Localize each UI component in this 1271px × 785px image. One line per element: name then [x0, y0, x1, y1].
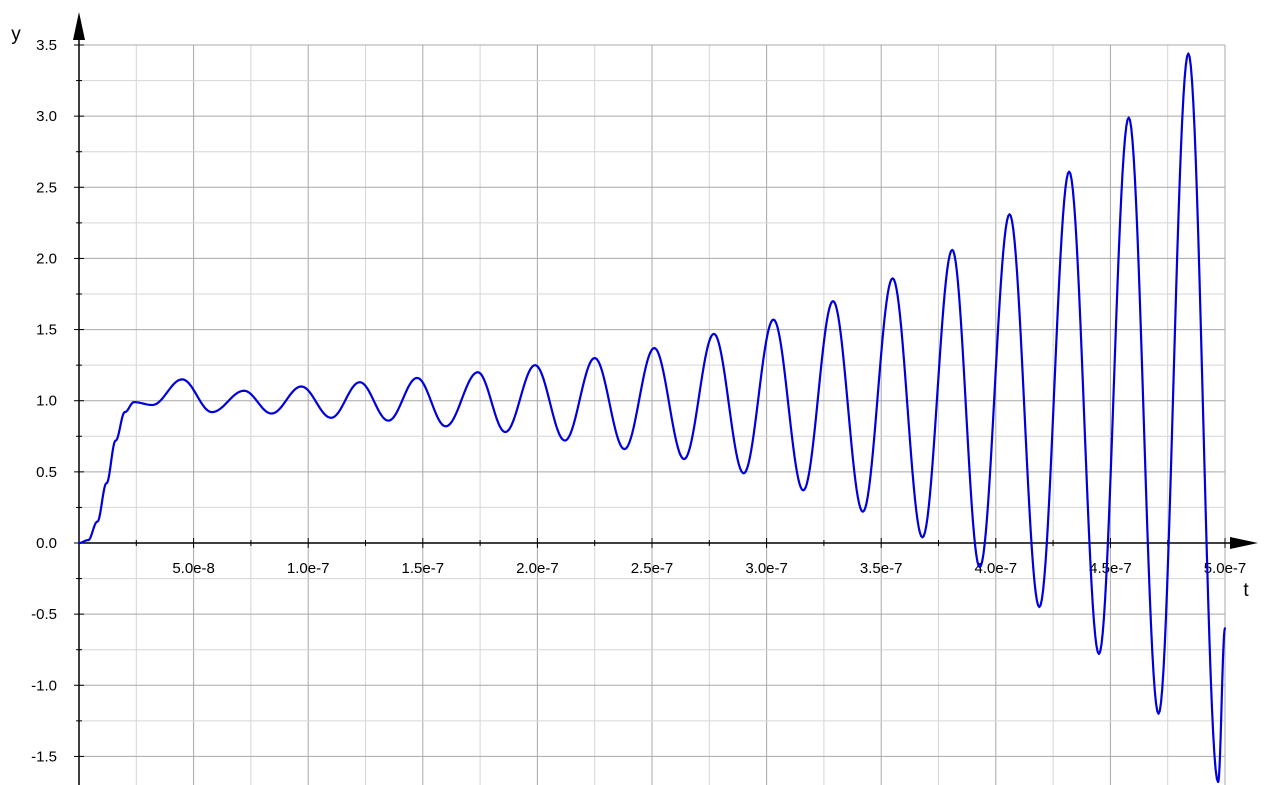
x-tick-label: 3.0e-7 — [745, 560, 788, 577]
x-tick-label: 4.0e-7 — [975, 560, 1018, 577]
y-tick-label: 0.5 — [36, 464, 57, 481]
y-tick-label: 3.0 — [36, 108, 57, 125]
y-tick-label: 1.5 — [36, 322, 57, 339]
x-tick-label: 3.5e-7 — [860, 560, 903, 577]
y-tick-label: 2.5 — [36, 179, 57, 196]
series-group — [77, 52, 1227, 784]
y-tick-label: -1.0 — [31, 677, 57, 694]
x-tick-label: 1.0e-7 — [287, 560, 330, 577]
y-tick-label: -0.5 — [31, 606, 57, 623]
y-axis-arrow-icon — [73, 12, 85, 40]
y-tick-label: 3.5 — [36, 37, 57, 54]
grid — [79, 44, 1226, 785]
x-tick-label: 1.5e-7 — [402, 560, 445, 577]
tick-marks — [74, 44, 1226, 757]
y-axis-label: y — [11, 24, 21, 45]
x-tick-label: 2.0e-7 — [516, 560, 559, 577]
y-tick-label: -1.5 — [31, 748, 57, 765]
y-tick-label: 0.0 — [36, 535, 57, 552]
x-tick-label: 5.0e-8 — [172, 560, 215, 577]
x-axis-label: t — [1243, 580, 1249, 601]
x-tick-label: 2.5e-7 — [631, 560, 674, 577]
x-axis-arrow-icon — [1230, 537, 1258, 549]
series-line — [77, 52, 1227, 784]
y-tick-label: 1.0 — [36, 393, 57, 410]
tick-labels: 5.0e-8 1.0e-7 1.5e-7 2.0e-7 2.5e-7 3.0e-7 3.5e… — [31, 37, 1246, 765]
x-tick-label: 5.0e-7 — [1204, 560, 1247, 577]
x-tick-label: 4.5e-7 — [1089, 560, 1132, 577]
y-tick-label: 2.0 — [36, 250, 57, 267]
